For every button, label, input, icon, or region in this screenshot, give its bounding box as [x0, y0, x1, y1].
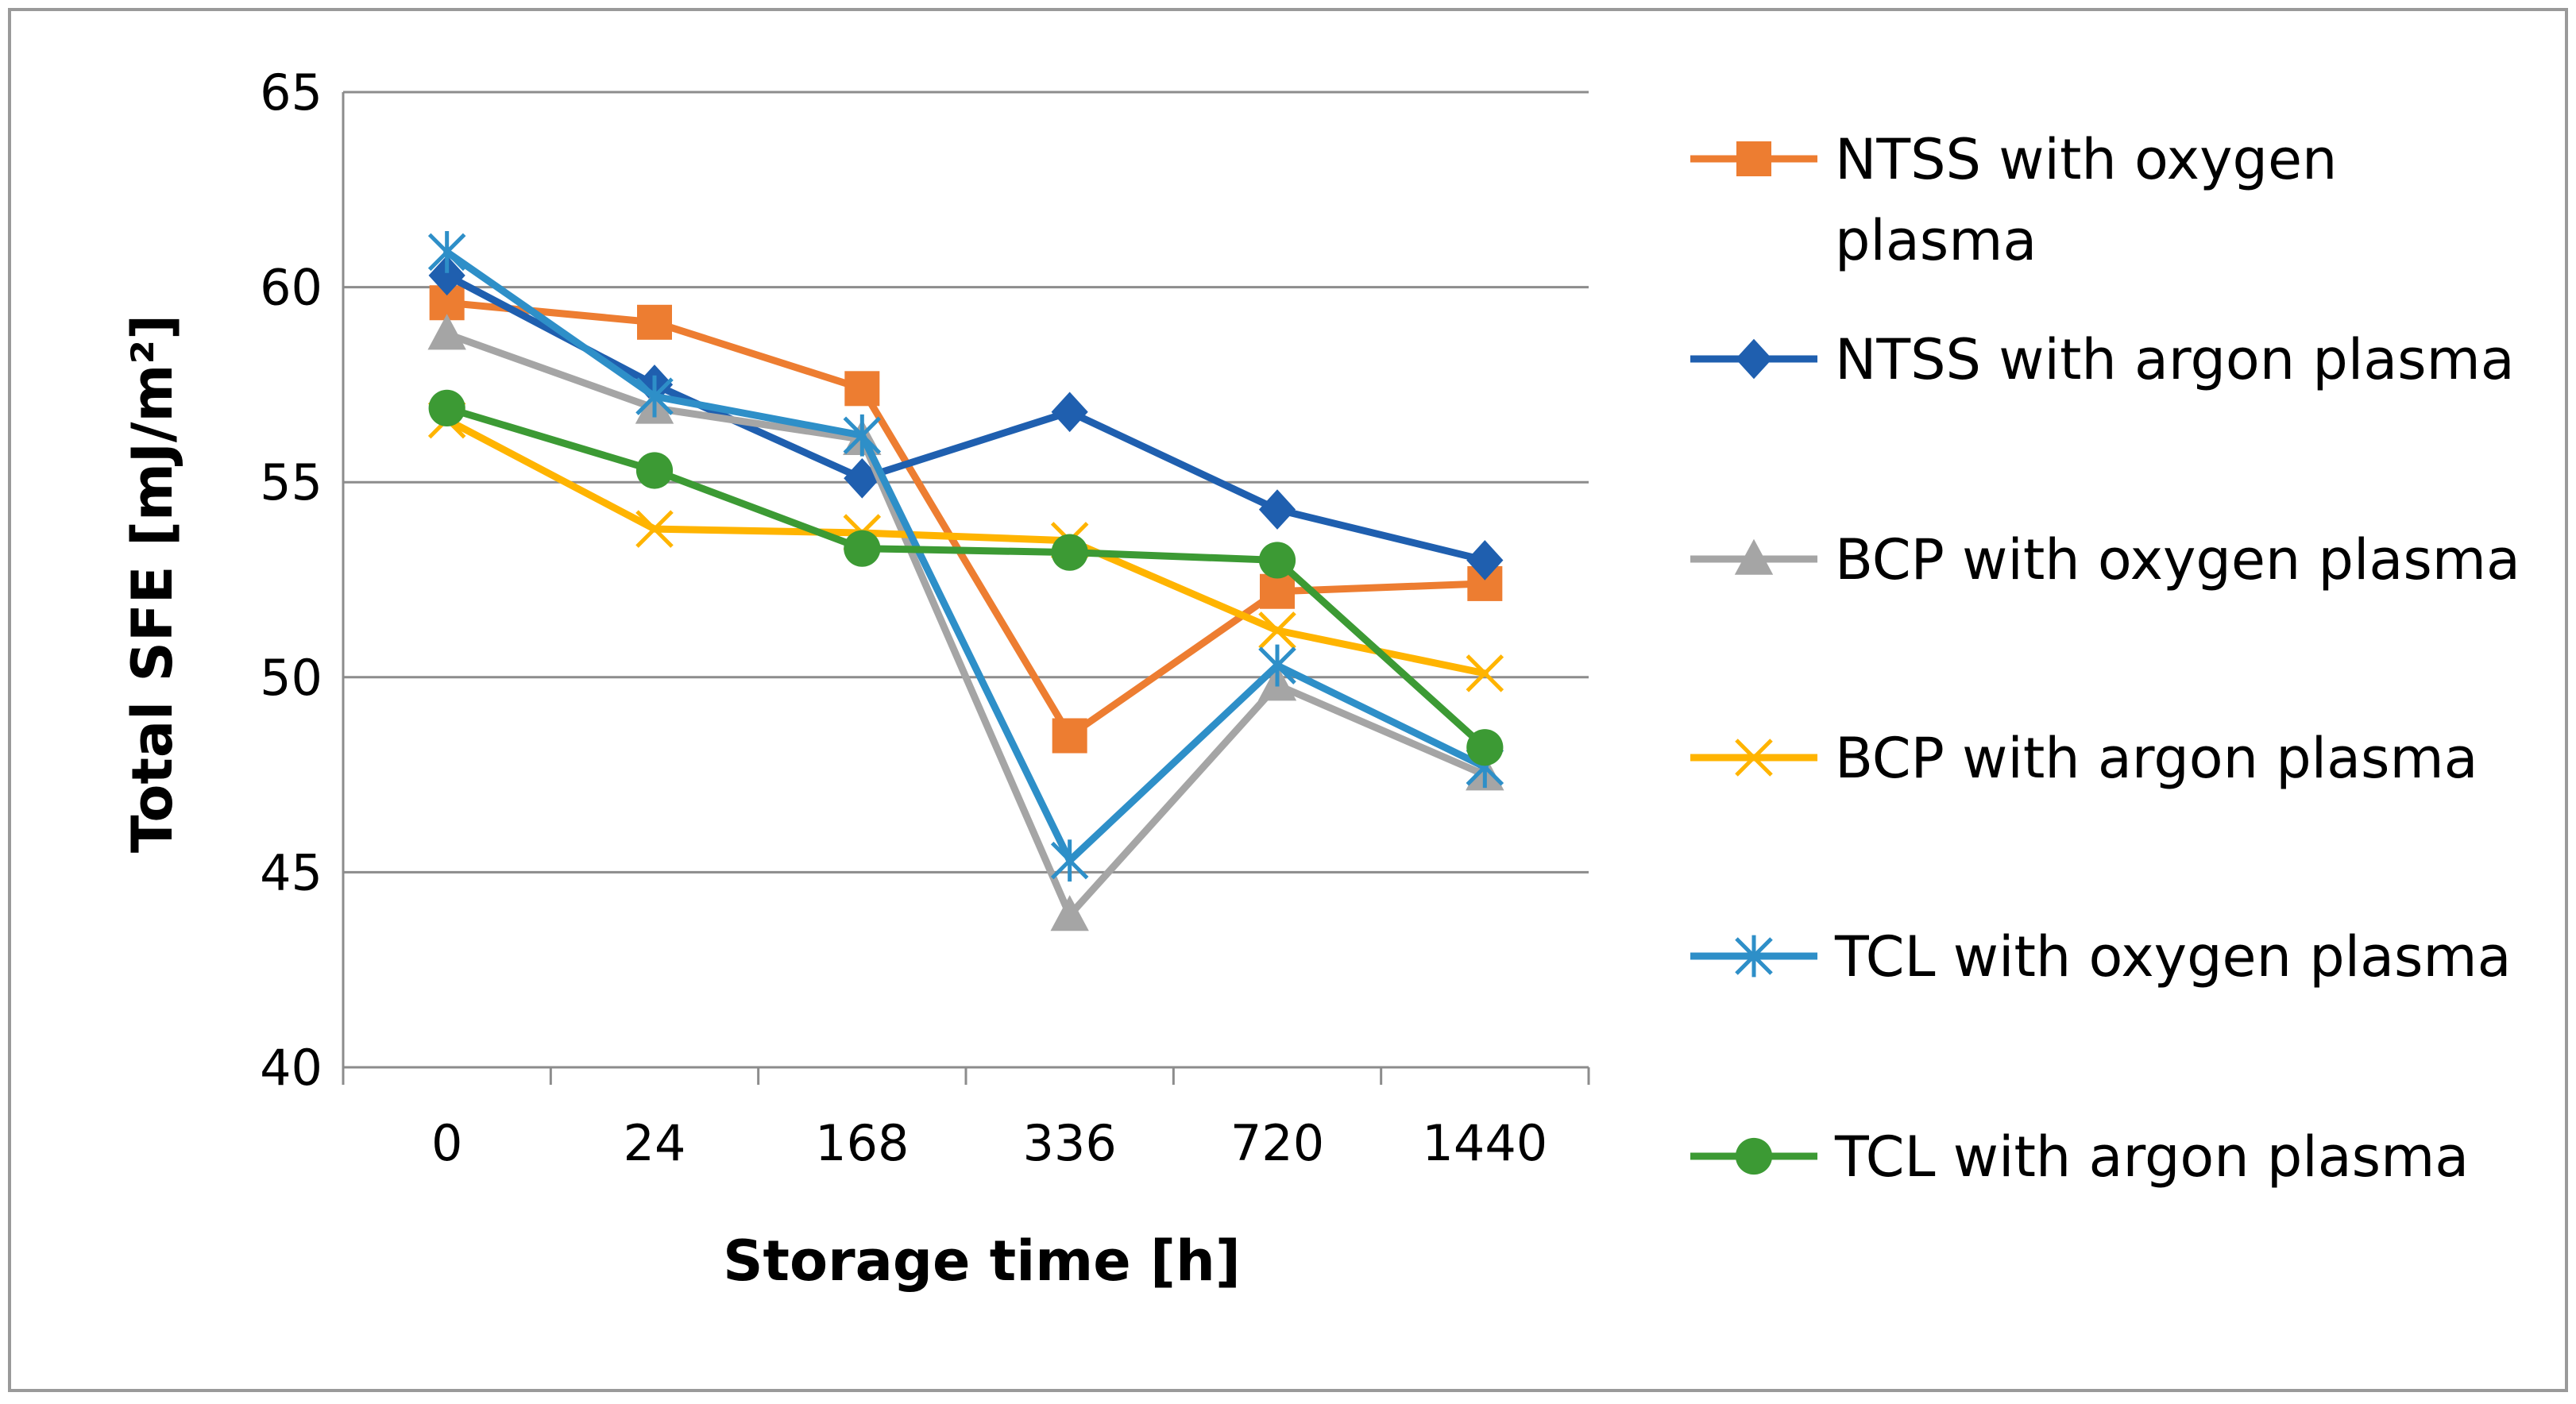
series-line	[443, 272, 1489, 564]
data-point	[427, 230, 466, 273]
data-point	[427, 314, 466, 350]
series-line	[443, 404, 1489, 751]
data-point	[1050, 839, 1089, 882]
legend-label: TCL with oxygen plasma	[1834, 924, 2512, 989]
series-lines	[427, 230, 1504, 932]
y-tick-label: 60	[260, 259, 322, 317]
data-point	[637, 304, 672, 340]
legend-marker	[1735, 1137, 1773, 1175]
axes: 40 45 50 55 60 65 0 24 168 336 720 1440 Storage time…	[120, 64, 1590, 1294]
legend-item-5: TCL with argon plasma	[1690, 1124, 2469, 1190]
legend-item-0: NTSS with oxygen plasma	[1690, 127, 2337, 273]
series-line	[443, 330, 1489, 919]
y-tick-label: 55	[260, 453, 322, 511]
legend-label: BCP with oxygen plasma	[1835, 527, 2520, 592]
legend-item-4: TCL with oxygen plasma	[1690, 924, 2512, 989]
y-tick-label: 50	[260, 649, 322, 707]
x-tick-label: 720	[1230, 1114, 1324, 1172]
legend-label: NTSS with argon plasma	[1835, 327, 2515, 392]
series-5	[428, 389, 1504, 766]
legend-item-3: BCP with argon plasma	[1690, 726, 2478, 791]
x-axis-title: Storage time [h]	[723, 1228, 1241, 1294]
legend-label: NTSS with oxygen	[1835, 127, 2337, 192]
series-line	[443, 416, 1489, 677]
data-point	[1258, 611, 1296, 650]
legend-label: BCP with argon plasma	[1835, 726, 2478, 791]
y-axis-title: Total SFE [mJ/m²]	[120, 314, 185, 853]
y-tick-label: 40	[260, 1039, 322, 1097]
legend-label: TCL with argon plasma	[1834, 1124, 2469, 1190]
data-point	[1260, 573, 1295, 609]
legend-marker	[1735, 739, 1773, 777]
data-point	[1258, 644, 1296, 687]
data-point	[1466, 540, 1504, 580]
legend-marker	[1736, 141, 1771, 176]
y-tick-label: 45	[260, 843, 322, 901]
y-tick-label: 65	[260, 64, 322, 122]
x-tick-label: 1440	[1422, 1114, 1547, 1172]
data-point	[1051, 392, 1088, 433]
data-point	[635, 510, 674, 548]
data-point	[1466, 654, 1504, 692]
data-point	[1051, 534, 1088, 571]
legend-label: plasma	[1835, 208, 2037, 273]
x-tick-label: 24	[624, 1114, 686, 1172]
data-point	[1052, 718, 1087, 754]
legend: NTSS with oxygen plasma NTSS with argon pl…	[1690, 127, 2520, 1190]
data-point	[1258, 489, 1296, 530]
data-point	[635, 375, 674, 418]
data-point	[1258, 542, 1296, 579]
data-point	[1050, 895, 1089, 932]
legend-item-2: BCP with oxygen plasma	[1690, 527, 2520, 592]
legend-item-1: NTSS with argon plasma	[1690, 327, 2515, 392]
data-point	[844, 371, 880, 407]
legend-marker	[1735, 338, 1773, 380]
x-tick-label: 168	[815, 1114, 909, 1172]
x-tick-label: 336	[1022, 1114, 1116, 1172]
legend-marker	[1735, 935, 1773, 978]
data-point	[428, 389, 465, 426]
series-line	[443, 248, 1489, 865]
data-point	[635, 452, 674, 489]
legend-marker	[1734, 538, 1774, 575]
data-point	[428, 255, 465, 296]
data-point	[1466, 729, 1504, 766]
x-tick-label: 0	[431, 1114, 462, 1172]
data-point	[844, 530, 881, 567]
data-point	[843, 414, 882, 457]
